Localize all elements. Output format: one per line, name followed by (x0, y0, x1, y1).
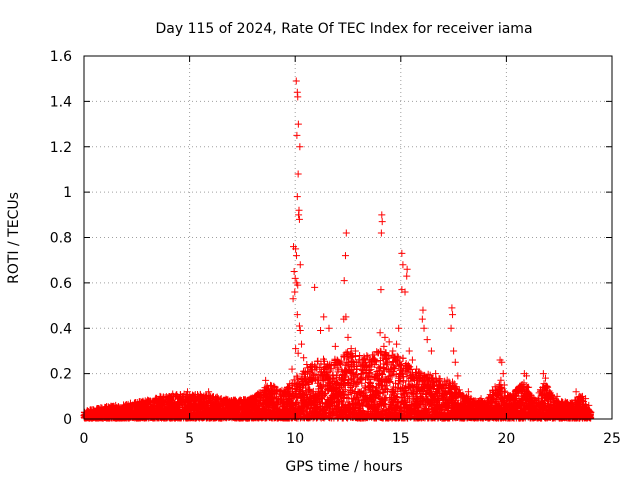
baseline-point (172, 391, 180, 399)
data-points (80, 77, 595, 422)
baseline-point (497, 376, 505, 384)
